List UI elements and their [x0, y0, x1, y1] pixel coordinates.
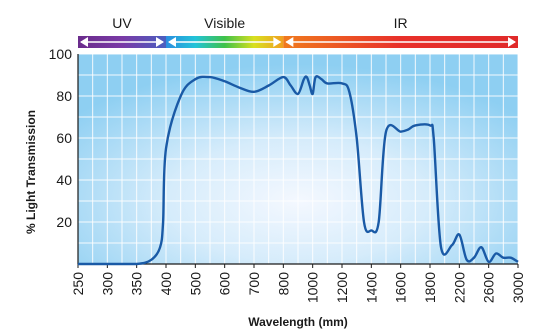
x-tick-label: 400: [158, 272, 174, 296]
x-tick-label: 600: [217, 272, 233, 296]
band-arrow-left: [285, 37, 294, 47]
x-tick-label: 1800: [422, 272, 438, 303]
x-tick-label: 1200: [334, 272, 350, 303]
y-tick-label: 100: [49, 46, 73, 62]
x-tick-label: 500: [187, 272, 203, 296]
y-axis-ticks: 20 40 60 80 100: [49, 46, 73, 230]
x-axis-title: Wavelength (mm): [248, 315, 348, 329]
x-tick-label: 2200: [451, 272, 467, 303]
y-tick-label: 20: [56, 214, 72, 230]
x-tick-label: 800: [275, 272, 291, 296]
y-tick-label: 40: [56, 172, 72, 188]
band-arrow-right: [508, 37, 516, 47]
band-arrow-left: [80, 37, 88, 47]
y-axis-title: % Light Transmission: [24, 110, 38, 234]
band-arrow-right: [156, 37, 164, 47]
x-tick-label: 1400: [363, 272, 379, 303]
grid: [77, 53, 519, 265]
band-label-ir: IR: [394, 15, 408, 31]
band-arrow-right: [273, 37, 282, 47]
x-tick-label: 1000: [305, 272, 321, 303]
x-tick-label: 2600: [481, 272, 497, 303]
x-axis-ticks: 250 300 350 400 500 600 700 800 1000 1200 1400 1600…: [70, 264, 526, 303]
spectrum-bands: UV Visible IR: [78, 15, 518, 48]
transmission-curve: [78, 75, 519, 266]
x-tick-label: 350: [129, 272, 145, 296]
band-label-visible: Visible: [204, 15, 245, 31]
y-tick-label: 80: [56, 88, 72, 104]
x-tick-label: 3000: [510, 272, 526, 303]
x-tick-label: 250: [70, 272, 86, 296]
x-tick-label: 300: [99, 272, 115, 296]
band-arrow-left: [168, 37, 176, 47]
y-tick-label: 60: [56, 130, 72, 146]
band-label-uv: UV: [112, 15, 132, 31]
x-tick-label: 1600: [393, 272, 409, 303]
x-tick-label: 700: [246, 272, 262, 296]
